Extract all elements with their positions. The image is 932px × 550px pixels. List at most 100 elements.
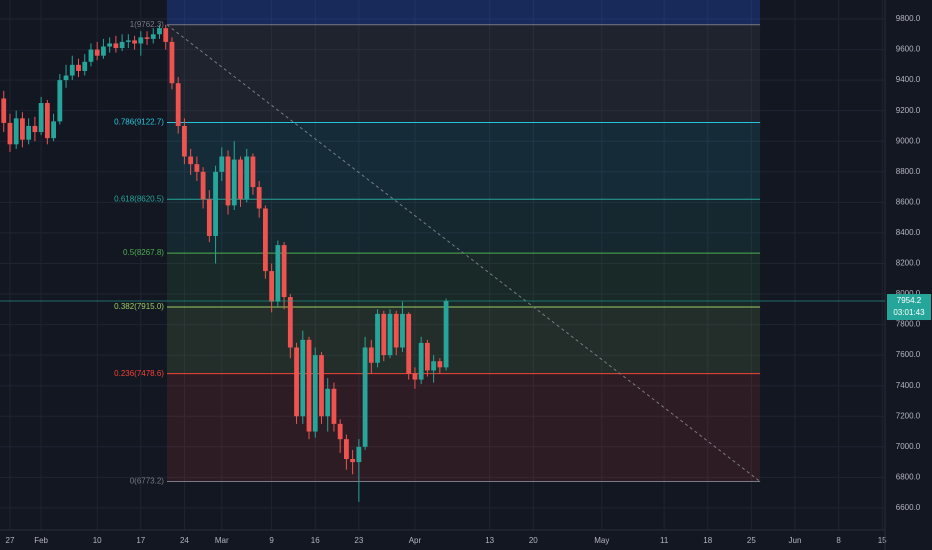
candle-body [350,459,356,463]
last-price-label: 7954.2 [897,296,922,305]
candle-body [256,187,262,209]
candle-body [94,49,100,56]
y-tick-label: 7600.0 [896,350,921,359]
candle-body [325,388,331,417]
candle-body [387,313,393,356]
candle-body [69,64,75,76]
y-tick-label: 7400.0 [896,381,921,390]
x-tick-label: 10 [93,536,102,545]
fib-zone [166,373,761,482]
x-tick-label: 27 [6,536,15,545]
candle-body [125,40,131,42]
candle-body [144,37,150,39]
candle-body [424,342,430,371]
candle-body [231,159,237,206]
y-tick-label: 8600.0 [896,197,921,206]
candle-body [44,103,50,139]
fib-zone [166,253,761,308]
candle-body [188,156,194,165]
y-tick-label: 6800.0 [896,472,921,481]
candle-body [375,313,380,363]
candle-body [300,339,306,417]
candle-body [113,43,119,49]
candle-body [119,41,125,49]
x-tick-label: 23 [354,536,363,545]
y-tick-label: 9600.0 [896,45,921,54]
candle-body [51,121,56,139]
candle-body [107,43,113,47]
candle-body [244,156,250,200]
candle-body [269,271,275,302]
y-tick-label: 8800.0 [896,167,921,176]
candle-body [206,199,212,236]
x-tick-label: 11 [660,536,669,545]
x-tick-label: 9 [269,536,274,545]
y-tick-label: 9000.0 [896,136,921,145]
x-tick-label: 17 [136,536,145,545]
candle-body [275,245,281,302]
candle-body [138,37,144,44]
candle-body [294,347,299,417]
candle-body [437,361,443,368]
candle-body [101,46,106,56]
candle-body [182,125,187,157]
trend-line [166,24,761,482]
y-tick-label: 9800.0 [896,14,921,23]
candle-body [281,245,287,298]
x-tick-label: 24 [180,536,189,545]
x-tick-label: May [594,536,609,545]
fib-zone [166,122,761,200]
y-tick-label: 7800.0 [896,320,921,329]
fib-level-label: 0.786(9122.7) [114,118,164,127]
x-tick-label: 15 [878,536,887,545]
fib-level-label: 0.618(8620.5) [114,194,164,203]
candle-body [13,118,19,145]
candle-body [157,28,162,35]
candle-body [88,49,94,62]
candle-body [343,439,349,460]
y-tick-label: 9400.0 [896,75,921,84]
candle-body [331,388,337,424]
fib-level-label: 0.382(7915.0) [114,302,164,311]
candle-body [337,423,343,440]
x-tick-label: Jun [789,536,802,545]
last-price-box [887,294,931,321]
candle-body [368,347,374,363]
candle-body [169,41,175,84]
y-tick-label: 8200.0 [896,259,921,268]
candle-body [20,118,25,140]
fib-level-label: 1(9762.3) [130,20,165,29]
candle-body [400,313,405,348]
x-tick-label: 18 [703,536,712,545]
candle-body [175,83,181,126]
candle-body [219,156,225,172]
candle-body [1,98,7,123]
candle-body [431,361,437,371]
candle-body [57,80,63,122]
candle-body [306,339,312,432]
candle-body [443,301,449,368]
candle-body [362,347,368,447]
y-tick-label: 9200.0 [896,106,921,115]
candle-body [238,159,243,200]
candle-body [225,156,231,206]
candle-body [412,373,418,380]
candle-body [132,40,137,44]
y-tick-label: 7000.0 [896,442,921,451]
candle-body [82,61,88,71]
candle-body [406,313,412,374]
candle-body [200,171,206,200]
fib-zone [166,199,761,254]
candle-body [312,355,318,432]
candle-body [7,122,13,145]
candle-body [26,125,32,140]
candle-body [381,313,387,356]
x-tick-label: 13 [485,536,494,545]
x-tick-label: 25 [747,536,756,545]
y-tick-label: 7200.0 [896,411,921,420]
candle-body [76,64,81,71]
countdown-label: 03:01:43 [893,308,925,317]
x-tick-label: 16 [311,536,320,545]
x-tick-label: Mar [215,536,229,545]
candle-body [63,75,69,81]
